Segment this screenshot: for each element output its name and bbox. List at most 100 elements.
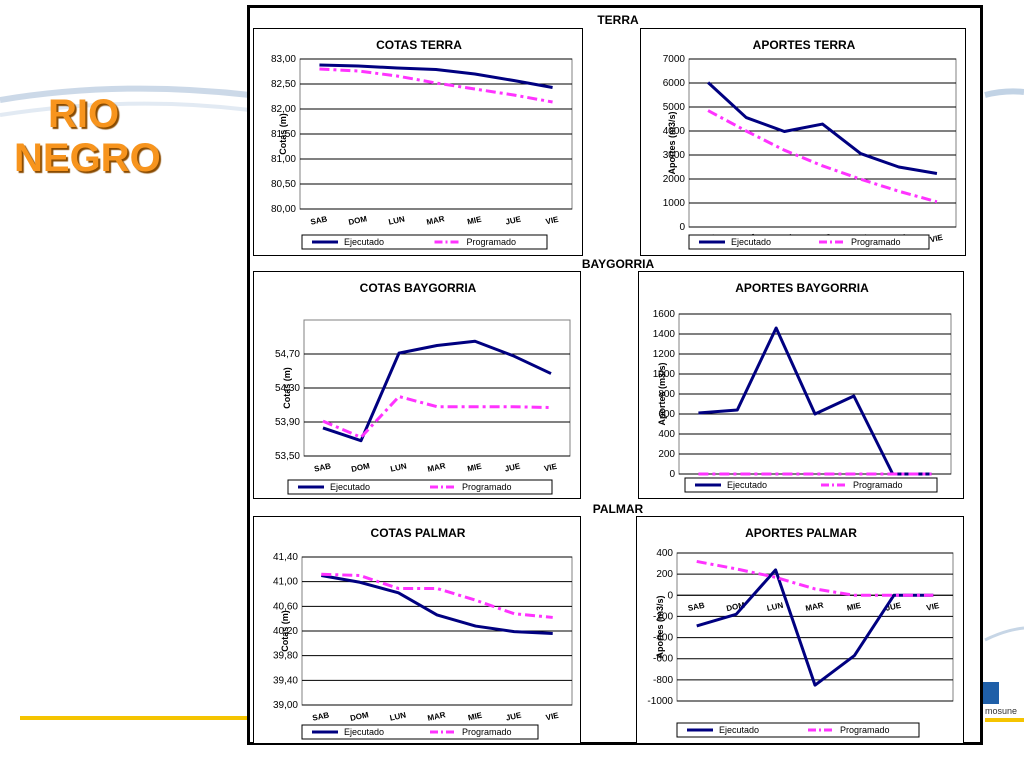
aportes-baygorria-title: APORTES BAYGORRIA <box>735 281 869 295</box>
cotas-baygorria-xtick-label: JUE <box>504 461 522 473</box>
cotas-baygorria-legend-label-programado: Programado <box>462 482 512 492</box>
aportes-baygorria-ytick-label: 1600 <box>653 309 676 320</box>
aportes-baygorria-ytick-label: 400 <box>658 429 675 440</box>
cotas-palmar-legend-label-programado: Programado <box>462 727 512 737</box>
aportes-terra-ytick-label: 3000 <box>663 150 686 161</box>
cotas-palmar-ytick-label: 41,00 <box>273 577 298 588</box>
cotas-baygorria-xtick-label: LUN <box>389 461 407 473</box>
aportes-baygorria-ytick-label: 800 <box>658 389 675 400</box>
cotas-palmar-ytick-label: 41,40 <box>273 552 298 563</box>
aportes-palmar-legend-label-programado: Programado <box>840 725 890 735</box>
aportes-terra-ytick-label: 5000 <box>663 102 686 113</box>
cotas-terra-ylabel: Cotas (m) <box>278 113 288 155</box>
cotas-terra-ytick-label: 81,00 <box>271 154 296 165</box>
chart-aportes-palmar: APORTES PALMAR -1000 -800 -600 -400 -200 0 200 4… <box>636 516 964 744</box>
cotas-palmar-xtick-label: JUE <box>505 710 523 722</box>
cotas-terra-xtick-label: VIE <box>545 215 560 227</box>
side-title-line1: RIO <box>48 92 120 136</box>
chart-aportes-terra-svg: APORTES TERRA 0 1000 2000 3000 4000 5000 6000 70… <box>663 38 957 250</box>
aportes-baygorria-ytick-label: 600 <box>658 409 675 420</box>
cotas-terra-xtick-label: MIE <box>466 215 482 227</box>
aportes-terra-legend-label-ejecutado: Ejecutado <box>731 237 771 247</box>
aportes-baygorria-ytick-label: 1000 <box>653 369 676 380</box>
aportes-terra-ytick-label: 7000 <box>663 54 686 65</box>
aportes-palmar-series-ejecutado-line <box>696 568 934 687</box>
section-label-baygorria: BAYGORRIA <box>581 257 655 271</box>
aportes-terra-series-programado-line <box>707 109 938 204</box>
side-title-line2: NEGRO <box>14 136 161 180</box>
cotas-terra-series-programado-line <box>319 67 553 104</box>
section-label-terra: TERRA <box>597 13 639 27</box>
aportes-palmar-legend <box>676 722 920 738</box>
cotas-baygorria-legend-label-ejecutado: Ejecutado <box>330 482 370 492</box>
cotas-terra-xtick-label: JUE <box>505 214 523 226</box>
aportes-palmar-ytick-label: -1000 <box>647 696 673 707</box>
aportes-terra-legend <box>688 234 930 250</box>
aportes-palmar-ytick-label: 200 <box>656 569 673 580</box>
aportes-palmar-plot-area <box>676 552 954 702</box>
aportes-palmar-xtick-label: MAR <box>805 600 825 613</box>
cotas-baygorria-series-ejecutado-line <box>322 339 552 443</box>
aportes-baygorria-ylabel: Aportes (m3/s) <box>657 362 667 425</box>
aportes-terra-ylabel: Aportes (m3/s) <box>667 111 677 174</box>
cotas-palmar-title: COTAS PALMAR <box>371 526 466 540</box>
main-frame: TERRA BAYGORRIA PALMAR COTAS TERRA 80,00 8… <box>247 5 983 745</box>
aportes-terra-series-ejecutado-line <box>707 81 938 175</box>
cotas-terra-xtick-label: LUN <box>388 214 406 226</box>
aportes-palmar-series-programado-line <box>696 559 934 597</box>
aportes-palmar-ytick-label: -400 <box>653 633 673 644</box>
cotas-palmar-ytick-label: 39,40 <box>273 675 298 686</box>
cotas-palmar-ylabel: Cotas (m) <box>280 610 290 652</box>
aportes-palmar-ytick-label: 400 <box>656 548 673 559</box>
cotas-baygorria-xtick-label: MAR <box>427 461 447 474</box>
aportes-baygorria-legend <box>684 477 938 493</box>
aportes-baygorria-ytick-label: 1200 <box>653 349 676 360</box>
cotas-terra-xtick-label: SAB <box>310 214 329 226</box>
aportes-baygorria-ytick-label: 0 <box>669 469 675 480</box>
cotas-palmar-xtick-label: LUN <box>389 710 407 722</box>
side-title-2: NEGRO <box>14 136 214 180</box>
chart-aportes-palmar-svg: APORTES PALMAR -1000 -800 -600 -400 -200 0 200 4… <box>647 526 954 738</box>
chart-aportes-baygorria-svg: APORTES BAYGORRIA 0 200 400 600 800 1000 1200 14… <box>653 281 952 493</box>
cotas-terra-ytick-label: 80,50 <box>271 179 296 190</box>
cotas-palmar-ytick-label: 39,80 <box>273 651 298 662</box>
aportes-palmar-ytick-label: -200 <box>653 611 673 622</box>
aportes-palmar-title: APORTES PALMAR <box>745 526 857 540</box>
cotas-terra-series-ejecutado-line <box>319 63 553 89</box>
chart-cotas-palmar: COTAS PALMAR 39,00 39,40 39,80 40,20 40,60 41,… <box>253 516 581 744</box>
chart-cotas-baygorria-svg: COTAS BAYGORRIA 53,50 53,90 54,30 54,70 SAB DO… <box>275 281 571 495</box>
cotas-terra-title: COTAS TERRA <box>376 38 462 52</box>
aportes-palmar-ytick-label: 0 <box>667 590 673 601</box>
cotas-palmar-xtick-label: SAB <box>312 710 331 722</box>
cotas-palmar-ytick-label: 39,00 <box>273 700 298 711</box>
cotas-baygorria-ylabel: Cotas (m) <box>282 367 292 409</box>
cotas-palmar-xtick-label: DOM <box>349 710 369 723</box>
aportes-palmar-xtick-label: SAB <box>687 601 706 613</box>
chart-aportes-baygorria: APORTES BAYGORRIA 0 200 400 600 800 1000 1200 14… <box>638 271 964 499</box>
cotas-palmar-ytick-label: 40,20 <box>273 626 298 637</box>
cotas-baygorria-series-programado-line <box>322 395 552 439</box>
cotas-terra-ytick-label: 83,00 <box>271 54 296 65</box>
cotas-baygorria-ytick-label: 54,30 <box>275 383 300 394</box>
aportes-palmar-xtick-label: MIE <box>846 601 862 613</box>
cotas-baygorria-xtick-label: VIE <box>543 462 558 474</box>
cotas-palmar-xtick-label: MAR <box>427 710 447 723</box>
aportes-baygorria-ytick-label: 200 <box>658 449 675 460</box>
aportes-terra-title: APORTES TERRA <box>753 38 856 52</box>
section-label-palmar: PALMAR <box>592 502 644 516</box>
cotas-baygorria-title: COTAS BAYGORRIA <box>360 281 477 295</box>
cotas-terra-ytick-label: 81,50 <box>271 129 296 140</box>
aportes-terra-xtick-label: VIE <box>929 233 944 245</box>
cotas-palmar-series-ejecutado-line <box>321 574 553 635</box>
aportes-palmar-ytick-label: -800 <box>653 675 673 686</box>
cotas-baygorria-ytick-label: 53,50 <box>275 451 300 462</box>
aportes-palmar-ylabel: Aportes (m3/s) <box>655 595 665 658</box>
cotas-terra-ytick-label: 82,50 <box>271 79 296 90</box>
aportes-palmar-xtick-label: LUN <box>766 601 784 613</box>
cotas-palmar-xtick-label: VIE <box>545 711 560 723</box>
chart-cotas-palmar-svg: COTAS PALMAR 39,00 39,40 39,80 40,20 40,60 41,… <box>273 526 573 740</box>
cotas-palmar-legend-label-ejecutado: Ejecutado <box>344 727 384 737</box>
aportes-terra-ytick-label: 2000 <box>663 174 686 185</box>
aportes-terra-ytick-label: 4000 <box>663 126 686 137</box>
side-title: RIO <box>48 92 208 136</box>
